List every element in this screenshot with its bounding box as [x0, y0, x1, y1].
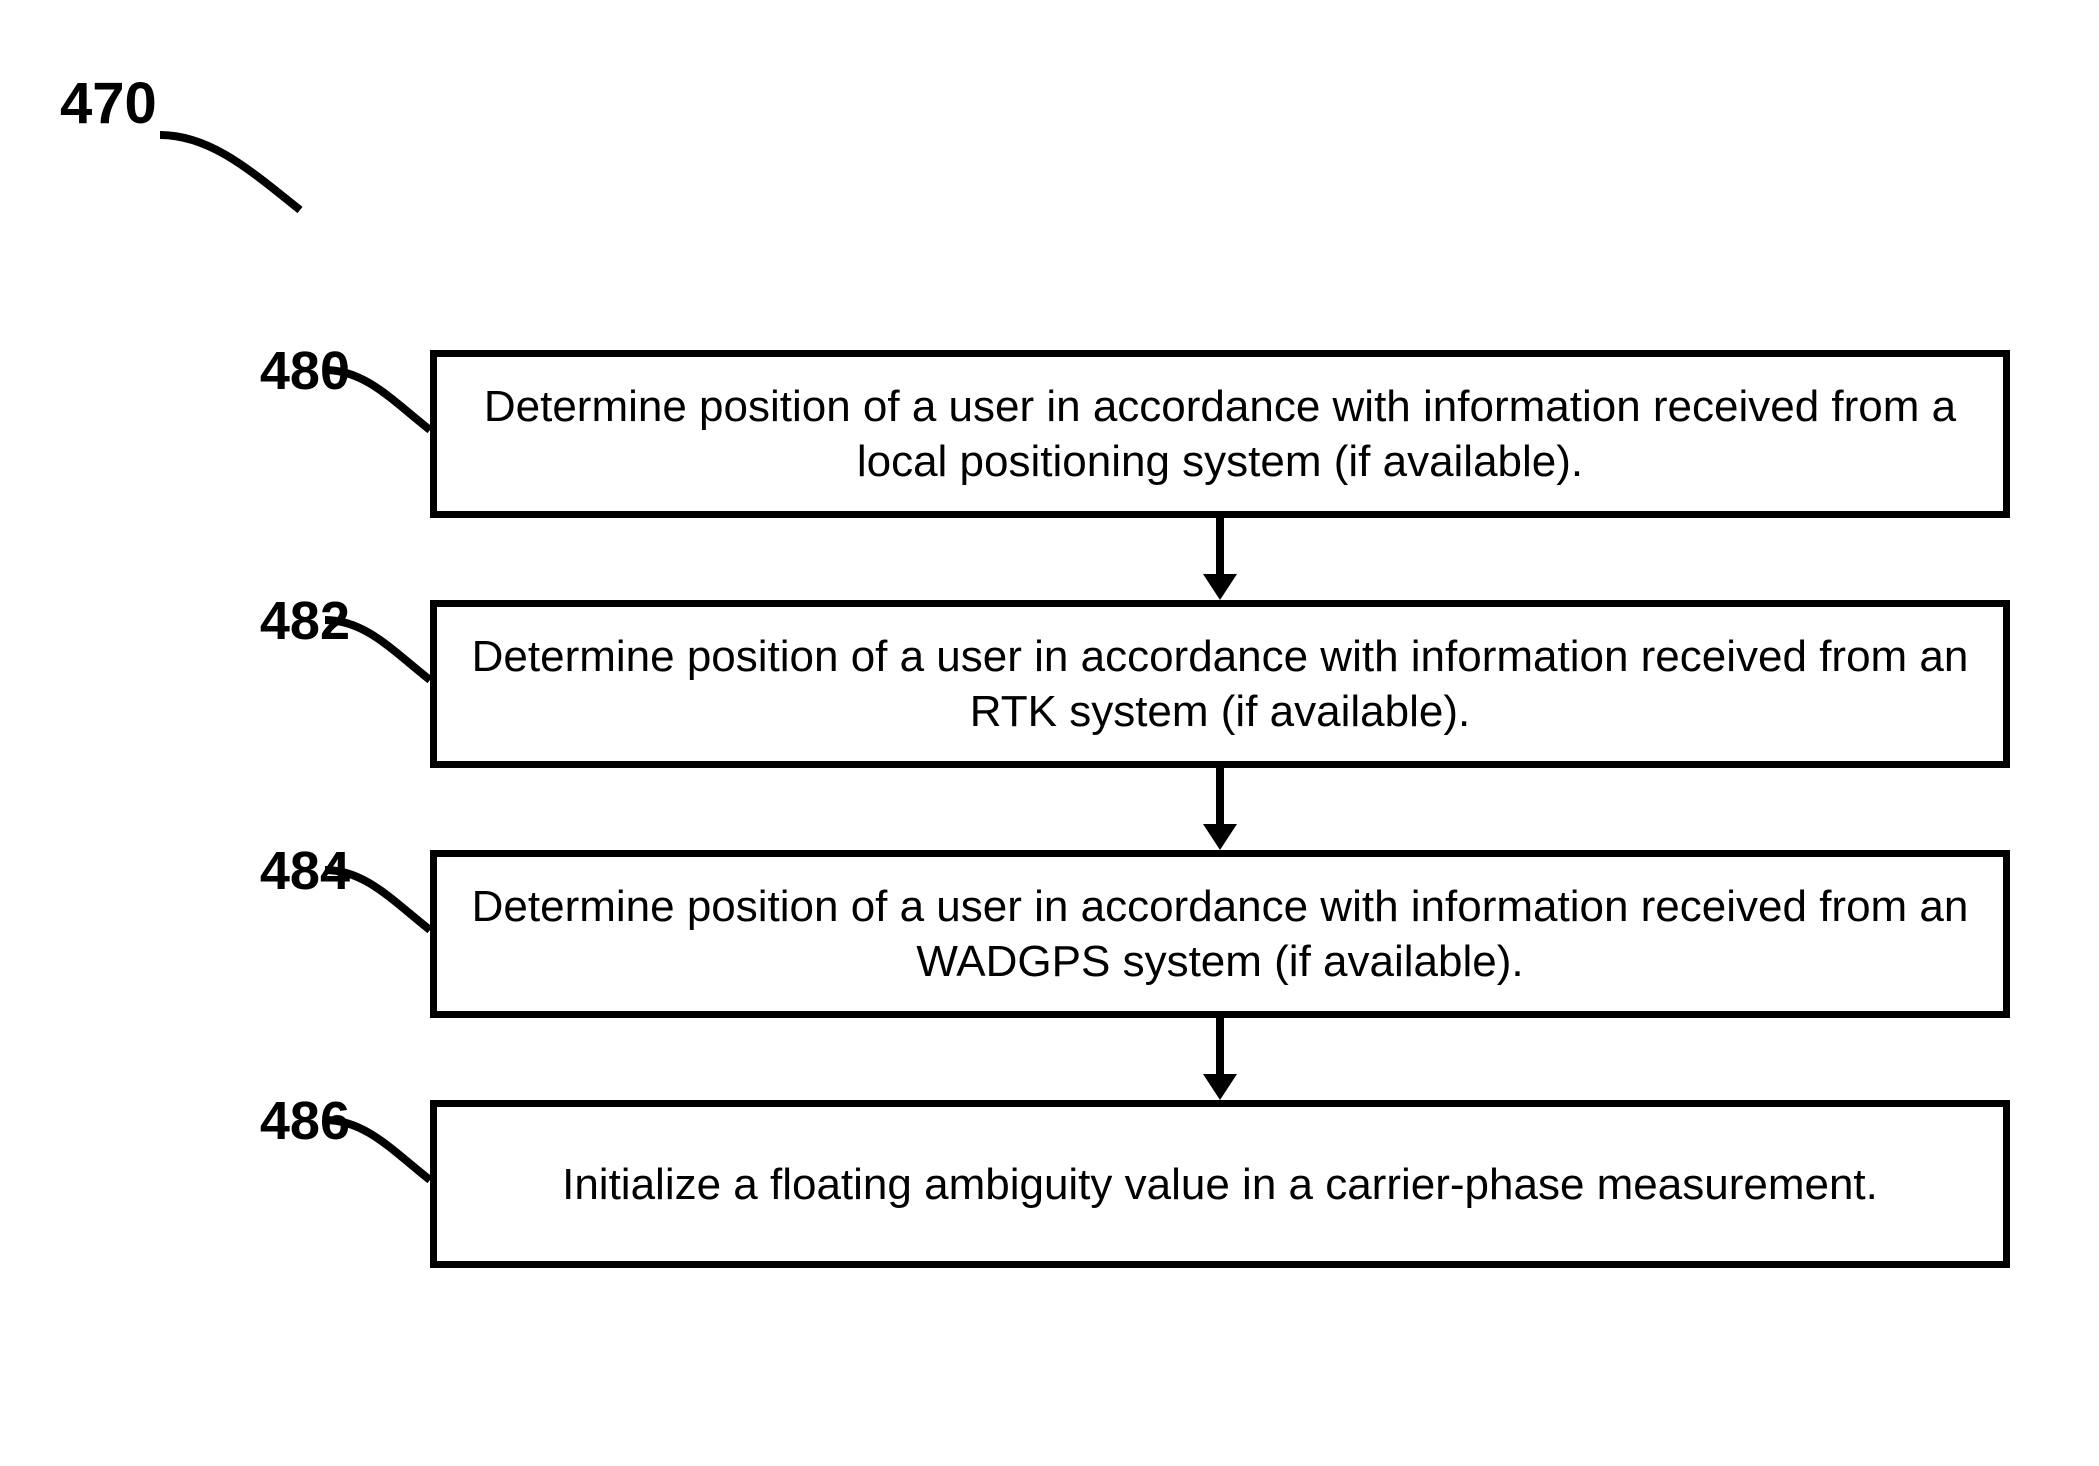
step-connector-480: [320, 360, 440, 450]
figure-number-connector: [0, 0, 400, 300]
step-box-480: Determine position of a user in accordan…: [430, 350, 2010, 518]
flowchart-canvas: 470 480Determine position of a user in a…: [0, 0, 2099, 1466]
step-connector-486: [320, 1110, 440, 1200]
arrow-head-2: [1203, 1074, 1237, 1100]
arrow-head-0: [1203, 574, 1237, 600]
step-connector-484: [320, 860, 440, 950]
step-box-484: Determine position of a user in accordan…: [430, 850, 2010, 1018]
step-box-482: Determine position of a user in accordan…: [430, 600, 2010, 768]
arrow-shaft-0: [1216, 518, 1224, 574]
step-box-486: Initialize a floating ambiguity value in…: [430, 1100, 2010, 1268]
arrow-shaft-1: [1216, 768, 1224, 824]
step-connector-482: [320, 610, 440, 700]
arrow-shaft-2: [1216, 1018, 1224, 1074]
arrow-head-1: [1203, 824, 1237, 850]
